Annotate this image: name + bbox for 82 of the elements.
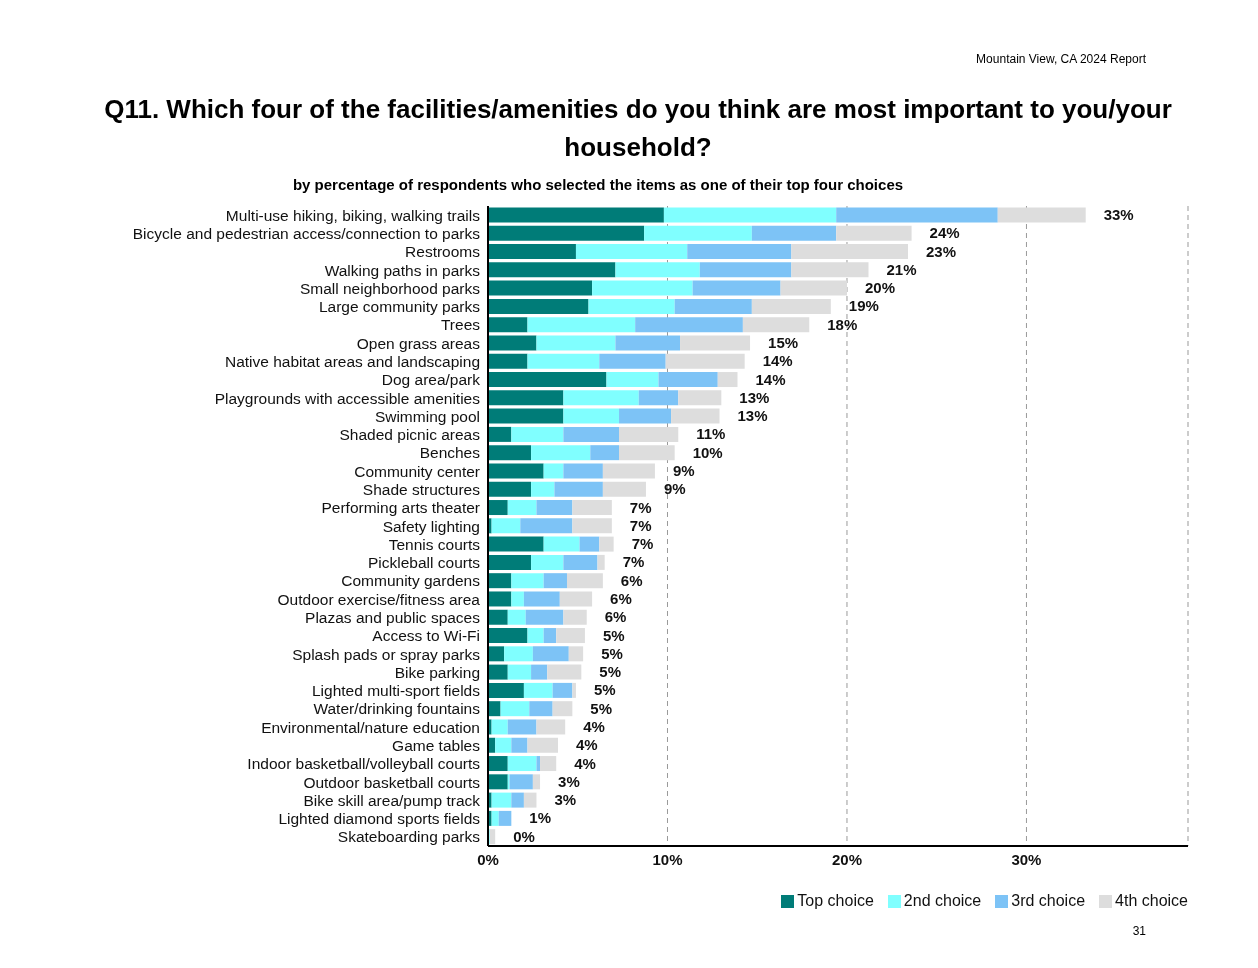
- y-tick-label: Small neighborhood parks: [299, 279, 481, 297]
- total-label: 33%: [1103, 205, 1134, 223]
- total-label: 6%: [610, 589, 632, 607]
- legend-label: 4th choice: [1115, 892, 1188, 910]
- y-tick-label: Indoor basketball/volleyball courts: [247, 755, 481, 773]
- y-tick-label: Benches: [419, 444, 481, 462]
- y-tick-label: Skateboarding parks: [337, 828, 481, 846]
- total-label: 9%: [672, 461, 695, 479]
- y-tick-label: Game tables: [392, 736, 481, 754]
- legend-label: Top choice: [797, 892, 874, 910]
- total-label: 13%: [739, 388, 770, 406]
- total-label: 4%: [576, 736, 598, 754]
- y-tick-label: Bike parking: [394, 663, 480, 681]
- y-tick-label: Shade structures: [362, 480, 481, 498]
- total-label: 4%: [574, 754, 596, 772]
- total-label: 21%: [886, 260, 917, 278]
- total-label: 20%: [864, 279, 896, 297]
- y-tick-label: Native habitat areas and landscaping: [224, 352, 480, 370]
- chart-subtitle: by percentage of respondents who selected the items as one of their top four choices: [291, 176, 905, 193]
- total-label: 5%: [590, 699, 613, 717]
- y-tick-label: Pickleball courts: [368, 554, 481, 572]
- total-label: 14%: [755, 370, 786, 388]
- y-tick-label: Multi-use hiking, biking, walking trails: [225, 206, 481, 224]
- total-label: 24%: [929, 224, 960, 242]
- legend-label: 3rd choice: [1011, 892, 1086, 910]
- y-tick-label: Dog area/park: [381, 371, 481, 389]
- total-label: 5%: [602, 626, 625, 644]
- y-tick-label: Splash pads or spray parks: [292, 645, 481, 663]
- total-label: 9%: [663, 480, 686, 498]
- total-label: 5%: [593, 681, 616, 699]
- y-tick-label: Community gardens: [341, 572, 481, 590]
- y-tick-label: Walking paths in parks: [324, 261, 481, 279]
- y-tick-label: Large community parks: [318, 298, 481, 316]
- total-label: 6%: [604, 608, 627, 626]
- y-tick-label: Performing arts theater: [321, 499, 480, 517]
- total-label: 5%: [599, 663, 622, 681]
- y-tick-label: Restrooms: [405, 243, 481, 261]
- total-label: 1%: [529, 809, 552, 827]
- total-label: 7%: [629, 498, 652, 516]
- total-label: 7%: [622, 553, 645, 571]
- legend-label: 2nd choice: [903, 892, 982, 910]
- total-label: 19%: [848, 297, 879, 315]
- total-label: 14%: [762, 352, 793, 370]
- x-tick-label: 10%: [652, 850, 683, 868]
- total-label: 15%: [768, 333, 799, 351]
- y-tick-label: Tennis courts: [388, 535, 481, 553]
- y-tick-label: Access to Wi-Fi: [372, 627, 480, 645]
- y-tick-label: Trees: [440, 316, 481, 334]
- y-tick-label: Community center: [354, 462, 480, 480]
- y-tick-label: Environmental/nature education: [261, 718, 480, 736]
- total-label: 3%: [558, 772, 580, 790]
- total-label: 10%: [692, 443, 723, 461]
- y-tick-label: Bicycle and pedestrian access/connection to parks: [132, 224, 481, 242]
- x-tick-label: 30%: [1011, 850, 1042, 868]
- y-tick-label: Outdoor exercise/fitness area: [277, 590, 481, 608]
- total-label: 4%: [583, 717, 605, 735]
- y-tick-label: Swimming pool: [374, 407, 480, 425]
- y-tick-label: Safety lighting: [382, 517, 480, 535]
- x-tick-label: 0%: [477, 850, 499, 868]
- total-label: 23%: [926, 242, 957, 260]
- x-tick-label: 20%: [831, 850, 862, 868]
- text: 31: [1132, 924, 1146, 938]
- y-tick-label: Plazas and public spaces: [305, 608, 481, 626]
- total-label: 11%: [696, 425, 726, 443]
- text: Mountain View, CA 2024 Report: [976, 52, 1146, 66]
- y-tick-label: Shaded picnic areas: [339, 426, 481, 444]
- chart-title: Q11. Which four of the facilities/amenities do you think are most important to you/your household?: [103, 93, 1173, 164]
- total-label: 0%: [513, 827, 535, 845]
- total-label: 6%: [620, 571, 643, 589]
- y-tick-label: Outdoor basketball courts: [303, 773, 481, 791]
- total-label: 7%: [629, 516, 652, 534]
- y-tick-label: Lighted diamond sports fields: [278, 810, 481, 828]
- y-tick-label: Open grass areas: [356, 334, 481, 352]
- y-tick-label: Lighted multi-sport fields: [312, 682, 481, 700]
- total-label: 7%: [631, 535, 654, 553]
- total-label: 5%: [601, 644, 623, 662]
- total-label: 3%: [554, 791, 577, 809]
- total-label: 18%: [827, 315, 858, 333]
- y-tick-label: Playgrounds with accessible amenities: [214, 389, 481, 407]
- y-tick-label: Water/drinking fountains: [313, 700, 481, 718]
- total-label: 13%: [737, 407, 768, 425]
- y-tick-label: Bike skill area/pump track: [303, 791, 481, 809]
